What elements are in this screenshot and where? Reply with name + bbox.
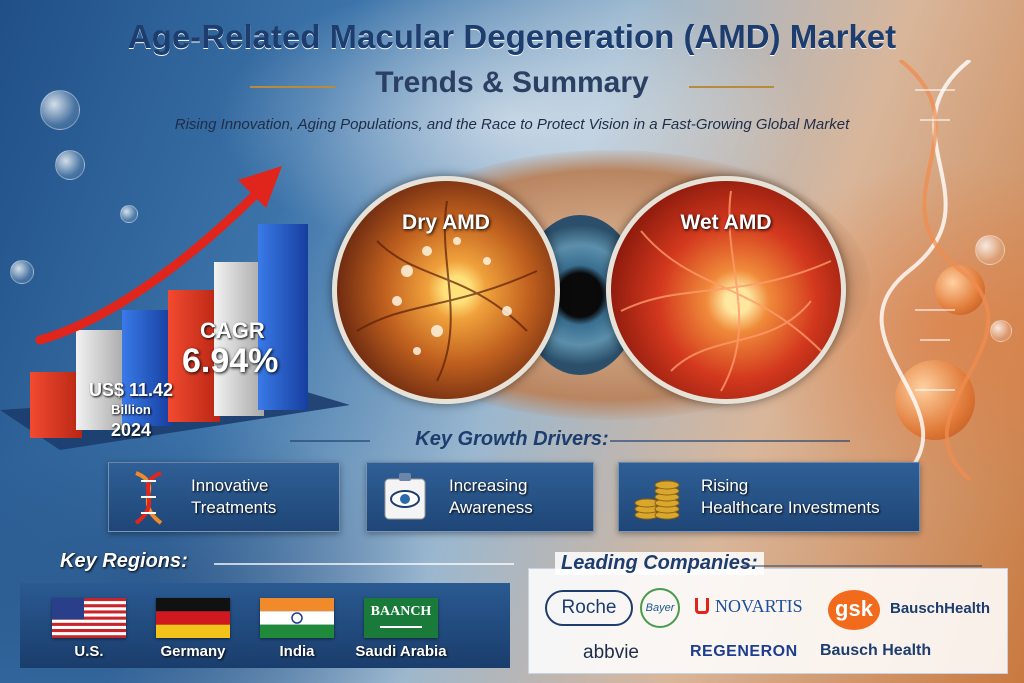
company-name: Roche	[561, 597, 617, 618]
page-subtitle: Trends & Summary	[375, 66, 649, 99]
us-flag-icon	[52, 598, 126, 638]
subtitle-row: Trends & Summary	[250, 66, 774, 106]
market-size-value: US$ 11.42	[88, 380, 174, 400]
retina-vessels	[356, 200, 538, 382]
company-logo-novartis: NOVARTIS	[695, 596, 803, 617]
germany-flag-icon	[156, 598, 230, 638]
company-logo-bausch-health-top: BauschHealth	[890, 600, 990, 617]
bar	[258, 224, 308, 410]
cagr-value: 6.94%	[182, 342, 279, 380]
bar	[168, 290, 220, 422]
subtitle-divider-left	[250, 86, 335, 88]
market-size: US$ 11.42 Billion 2024	[76, 380, 186, 440]
driver-label: Increasing Awareness	[449, 476, 533, 517]
bar	[122, 310, 172, 426]
dna-icon	[134, 471, 163, 525]
driver-innovative-treatments: Innovative Treatments	[108, 462, 340, 532]
retina-vessels	[620, 190, 832, 392]
growth-arrow-head	[238, 166, 282, 208]
bubble-decoration	[55, 150, 85, 180]
dry-amd-retina-image: Dry AMD	[332, 176, 560, 404]
market-size-unit: Billion	[111, 402, 151, 417]
saudi-arabia-flag-icon: BAANCH	[364, 598, 438, 638]
tagline: Rising Innovation, Aging Populations, an…	[174, 116, 850, 133]
company-name: Bayer	[645, 602, 675, 614]
company-logo-bayer: Bayer	[640, 588, 680, 628]
key-growth-drivers-heading: Key Growth Drivers:	[415, 428, 609, 450]
eye-chart-icon	[384, 473, 426, 520]
company-logo-abbvie: abbvie	[583, 642, 639, 664]
bubble-decoration	[935, 265, 985, 315]
regions-divider	[214, 563, 514, 565]
company-name: REGENERON	[690, 643, 798, 660]
driver-rising-healthcare-investments: Rising Healthcare Investments	[618, 462, 920, 532]
companies-divider	[742, 565, 982, 567]
company-logo-gsk: gsk	[828, 590, 880, 630]
saudi-flag-text: BAANCH	[370, 604, 432, 619]
company-logo-roche: Roche	[545, 590, 633, 626]
bubble-decoration	[10, 260, 34, 284]
novartis-icon	[695, 598, 709, 614]
company-logo-regeneron: REGENERON	[690, 643, 798, 661]
bubble-decoration	[990, 320, 1012, 342]
wet-amd-retina-image: Wet AMD	[606, 176, 846, 404]
bubble-decoration	[895, 360, 975, 440]
growth-arrow-icon	[35, 185, 265, 345]
company-name: Bausch Health	[820, 642, 932, 659]
bubble-decoration	[120, 205, 138, 223]
dna-helix-decoration	[879, 60, 991, 480]
leading-companies-heading: Leading Companies:	[555, 552, 764, 575]
region-name-us: U.S.	[74, 643, 104, 660]
india-flag-icon	[260, 598, 334, 638]
company-name: BauschHealth	[890, 600, 991, 617]
company-name: abbvie	[583, 642, 639, 663]
wet-amd-label: Wet AMD	[680, 211, 772, 234]
company-name: gsk	[835, 596, 873, 621]
bar	[76, 330, 126, 430]
driver-label: Innovative Treatments	[191, 476, 277, 517]
subtitle-divider-right	[689, 86, 774, 88]
company-logo-bausch-health-bottom: Bausch Health	[820, 642, 931, 660]
region-name-saudi-arabia: Saudi Arabia	[355, 643, 447, 660]
cagr-label: CAGR	[200, 318, 265, 343]
company-name: NOVARTIS	[715, 596, 803, 616]
companies-panel	[528, 568, 1008, 674]
region-name-germany: Germany	[160, 643, 226, 660]
bubble-decoration	[975, 235, 1005, 265]
growth-bar-chart	[0, 166, 350, 450]
coins-icon	[634, 480, 680, 520]
driver-label: Rising Healthcare Investments	[701, 476, 880, 517]
bar	[30, 372, 82, 438]
page-title: Age-Related Macular Degeneration (AMD) M…	[127, 18, 897, 55]
market-size-year: 2024	[110, 420, 152, 440]
drivers-divider-right	[610, 440, 850, 442]
region-name-india: India	[279, 643, 315, 660]
bubble-decoration	[40, 90, 80, 130]
dry-amd-label: Dry AMD	[402, 211, 490, 234]
saudi-flag-sword	[380, 626, 422, 628]
bar	[214, 262, 264, 416]
key-regions-heading: Key Regions:	[60, 550, 188, 572]
driver-increasing-awareness: Increasing Awareness	[366, 462, 594, 532]
drivers-divider-left	[290, 440, 370, 442]
